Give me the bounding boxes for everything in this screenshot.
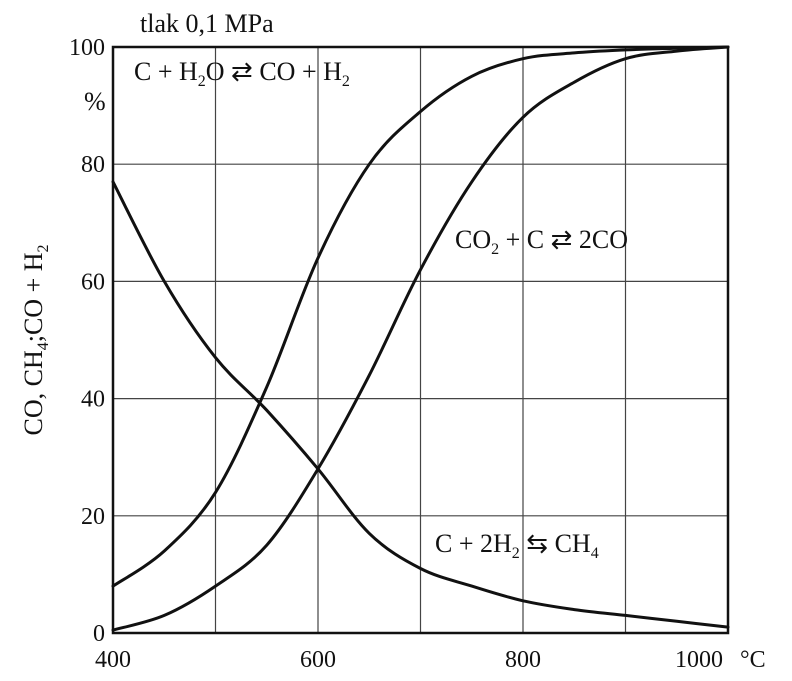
y-unit: % bbox=[84, 87, 106, 116]
y-tick-label: 20 bbox=[81, 504, 105, 530]
y-tick-label: 100 bbox=[69, 35, 105, 61]
x-tick-label: 800 bbox=[505, 647, 541, 673]
series-line-methane bbox=[111, 180, 730, 629]
x-ticks: 400 600 800 1000 bbox=[95, 647, 723, 673]
y-ticks: 0 20 40 60 80 100 bbox=[69, 35, 105, 647]
x-unit: °C bbox=[740, 647, 766, 673]
series-lines bbox=[111, 45, 730, 632]
y-tick-label: 80 bbox=[81, 152, 105, 178]
x-tick-label: 1000 bbox=[675, 647, 723, 673]
series-label-water-gas: C + H2O ⇄ CO + H2 bbox=[134, 57, 350, 90]
series-line-water-gas bbox=[111, 45, 730, 588]
x-tick-label: 400 bbox=[95, 647, 131, 673]
y-tick-label: 60 bbox=[81, 269, 105, 295]
y-tick-label: 0 bbox=[93, 621, 105, 647]
plot-frame bbox=[111, 45, 730, 635]
series-label-boudouard: CO2 + C ⇄ 2CO bbox=[455, 225, 628, 258]
y-tick-label: 40 bbox=[81, 387, 105, 413]
y-axis-label: CO, CH4;CO + H2 bbox=[19, 244, 52, 435]
chart-title: tlak 0,1 MPa bbox=[140, 9, 274, 38]
series-line-boudouard bbox=[111, 45, 730, 632]
series-label-methane: C + 2H2 ⇆ CH4 bbox=[435, 529, 599, 562]
grid bbox=[113, 47, 728, 633]
x-tick-label: 600 bbox=[300, 647, 336, 673]
